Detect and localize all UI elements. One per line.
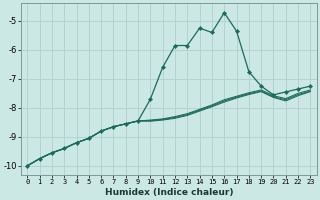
X-axis label: Humidex (Indice chaleur): Humidex (Indice chaleur)	[105, 188, 233, 197]
